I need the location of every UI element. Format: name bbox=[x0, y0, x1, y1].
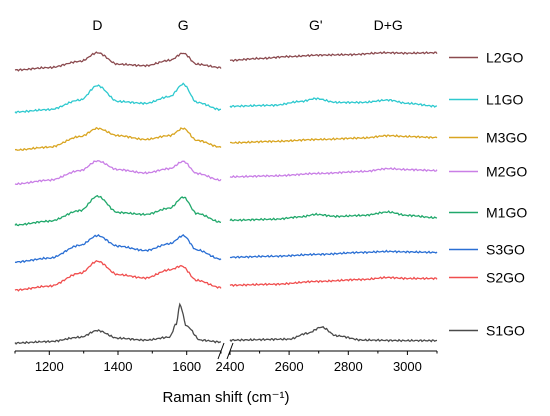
legend-label: L2GO bbox=[486, 50, 523, 66]
series-line-l2go-left bbox=[14, 51, 222, 72]
x-tick-label: 2400 bbox=[216, 359, 245, 374]
legend: L2GO L1GO M3GO M2GO M1GO S3GO S2GO S1GO bbox=[449, 50, 527, 339]
legend-label: M1GO bbox=[486, 205, 527, 221]
legend-item-l2go: L2GO bbox=[449, 50, 523, 66]
peak-label: G' bbox=[309, 17, 323, 33]
x-tick-label: 1400 bbox=[104, 359, 133, 374]
x-tick-label: 2600 bbox=[275, 359, 304, 374]
x-axis-label: Raman shift (cm⁻¹) bbox=[162, 389, 289, 406]
legend-item-m1go: M1GO bbox=[449, 205, 527, 221]
series-line-s3go-right bbox=[229, 249, 438, 259]
legend-item-m3go: M3GO bbox=[449, 130, 527, 146]
legend-label: S1GO bbox=[486, 323, 525, 339]
series-line-m3go-right bbox=[229, 134, 438, 145]
legend-item-s2go: S2GO bbox=[449, 270, 525, 286]
series-line-m1go-left bbox=[14, 194, 222, 227]
legend-label: S3GO bbox=[486, 242, 525, 258]
legend-item-s1go: S1GO bbox=[449, 323, 525, 339]
legend-item-l1go: L1GO bbox=[449, 92, 523, 108]
peak-label: D+G bbox=[374, 17, 403, 33]
series-line-s2go-left bbox=[14, 260, 222, 292]
legend-item-m2go: M2GO bbox=[449, 164, 527, 180]
series-line-s2go-right bbox=[229, 275, 438, 288]
legend-label: M3GO bbox=[486, 130, 527, 146]
legend-item-s3go: S3GO bbox=[449, 242, 525, 258]
peak-label: D bbox=[92, 17, 102, 33]
series-line-l1go-right bbox=[229, 97, 438, 109]
x-tick-label: 1200 bbox=[35, 359, 64, 374]
x-axis: 1200 1400 1600 2400 2600 2800 3000 bbox=[14, 342, 438, 374]
series-line-s1go-left bbox=[14, 302, 222, 345]
peak-labels: D G G' D+G bbox=[92, 17, 402, 33]
series-line-m2go-left bbox=[14, 160, 222, 186]
legend-label: M2GO bbox=[486, 164, 527, 180]
series-line-s1go-right bbox=[229, 325, 438, 343]
spectra-traces bbox=[14, 50, 438, 345]
legend-label: L1GO bbox=[486, 92, 523, 108]
legend-label: S2GO bbox=[486, 270, 525, 286]
x-tick-label: 1600 bbox=[172, 359, 201, 374]
series-line-s3go-left bbox=[14, 233, 222, 264]
series-line-l1go-left bbox=[14, 82, 222, 114]
series-line-m2go-right bbox=[229, 167, 438, 179]
peak-label: G bbox=[178, 17, 189, 33]
x-tick-label: 3000 bbox=[393, 359, 422, 374]
x-tick-label: 2800 bbox=[334, 359, 363, 374]
series-line-l2go-right bbox=[229, 50, 438, 63]
series-line-m3go-left bbox=[14, 126, 222, 152]
series-line-m1go-right bbox=[229, 210, 438, 222]
